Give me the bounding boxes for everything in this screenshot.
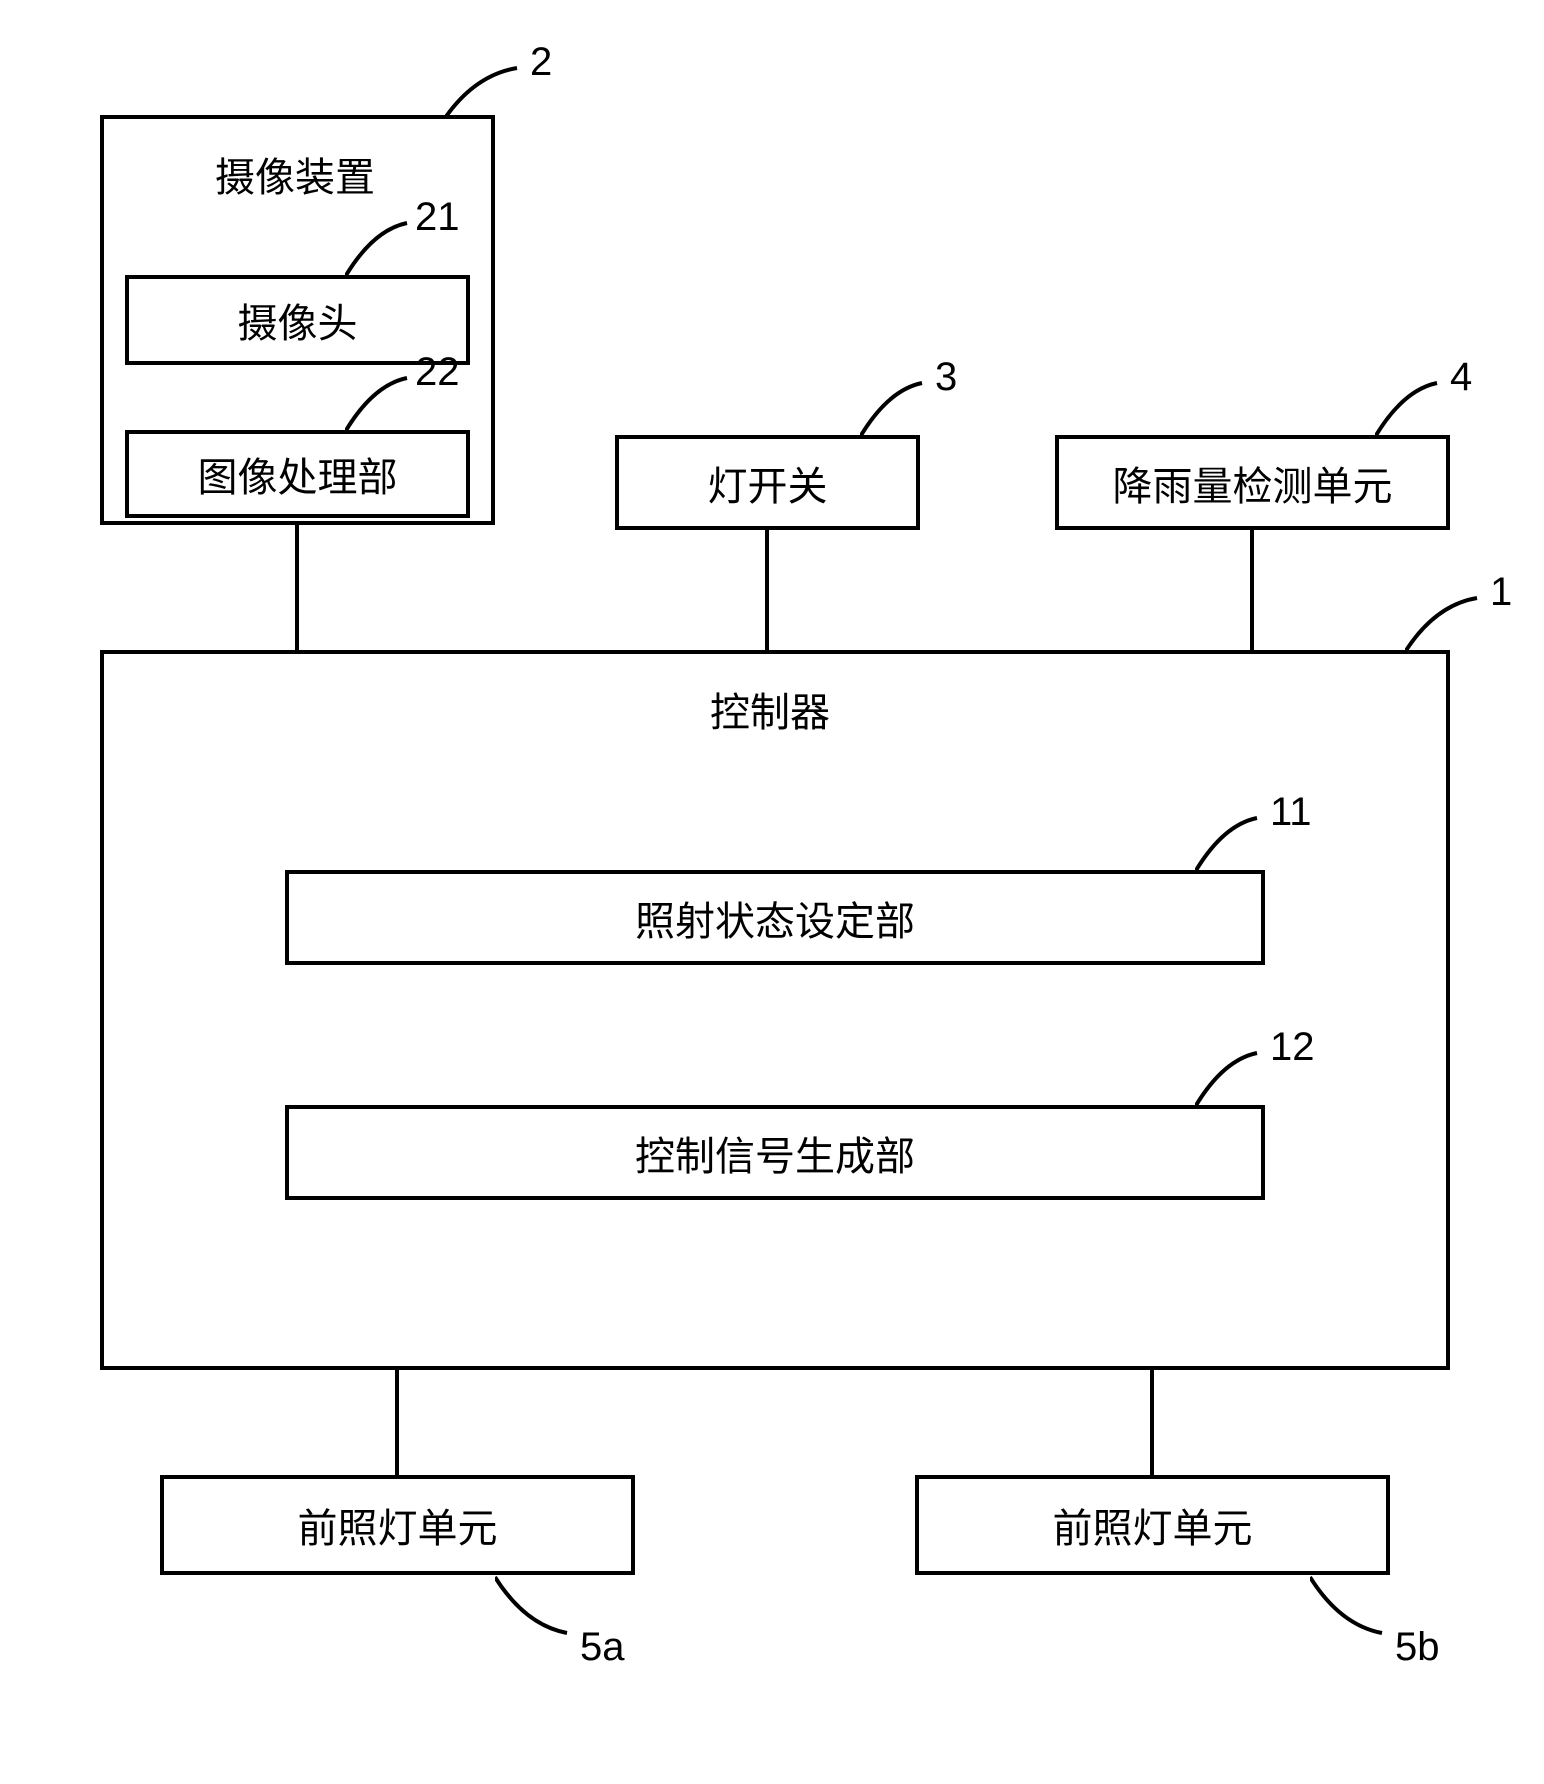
ref-12: 12 <box>1270 1025 1315 1070</box>
ref-11: 11 <box>1270 790 1312 835</box>
image-proc-label: 图像处理部 <box>198 445 398 503</box>
leader-3 <box>860 375 930 445</box>
ref-22: 22 <box>415 350 460 395</box>
leader-5b <box>1310 1575 1390 1645</box>
image-proc-box: 图像处理部 <box>125 430 470 518</box>
headlamp-b-box: 前照灯单元 <box>915 1475 1390 1575</box>
conn-lamp-controller <box>765 530 769 650</box>
camera-device-title: 摄像装置 <box>215 145 375 203</box>
conn-controller-headlamp-b <box>1150 1370 1154 1475</box>
leader-12 <box>1195 1045 1265 1115</box>
irradiation-box: 照射状态设定部 <box>285 870 1265 965</box>
ref-4: 4 <box>1450 355 1472 400</box>
rain-detect-label: 降雨量检测单元 <box>1113 454 1393 512</box>
ref-5a: 5a <box>580 1625 625 1670</box>
camera-label: 摄像头 <box>238 291 358 349</box>
ref-21: 21 <box>415 195 460 240</box>
ref-5b: 5b <box>1395 1625 1440 1670</box>
conn-rain-controller <box>1250 530 1254 650</box>
leader-5a <box>495 1575 575 1645</box>
conn-camera-controller <box>295 525 299 650</box>
irradiation-label: 照射状态设定部 <box>635 889 915 947</box>
conn-controller-headlamp-a <box>395 1370 399 1475</box>
leader-2 <box>445 60 525 130</box>
rain-detect-box: 降雨量检测单元 <box>1055 435 1450 530</box>
headlamp-a-label: 前照灯单元 <box>298 1496 498 1554</box>
ref-1: 1 <box>1490 570 1512 615</box>
leader-4 <box>1375 375 1445 445</box>
controller-box <box>100 650 1450 1370</box>
controller-title: 控制器 <box>710 680 830 738</box>
leader-1 <box>1405 590 1485 660</box>
ref-2: 2 <box>530 40 552 85</box>
ref-3: 3 <box>935 355 957 400</box>
headlamp-a-box: 前照灯单元 <box>160 1475 635 1575</box>
leader-21 <box>345 215 415 285</box>
leader-22 <box>345 370 415 440</box>
leader-11 <box>1195 810 1265 880</box>
signal-gen-box: 控制信号生成部 <box>285 1105 1265 1200</box>
headlamp-b-label: 前照灯单元 <box>1053 1496 1253 1554</box>
lamp-switch-box: 灯开关 <box>615 435 920 530</box>
signal-gen-label: 控制信号生成部 <box>635 1124 915 1182</box>
lamp-switch-label: 灯开关 <box>708 454 828 512</box>
